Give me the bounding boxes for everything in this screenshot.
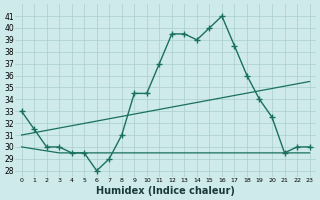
X-axis label: Humidex (Indice chaleur): Humidex (Indice chaleur) (96, 186, 235, 196)
